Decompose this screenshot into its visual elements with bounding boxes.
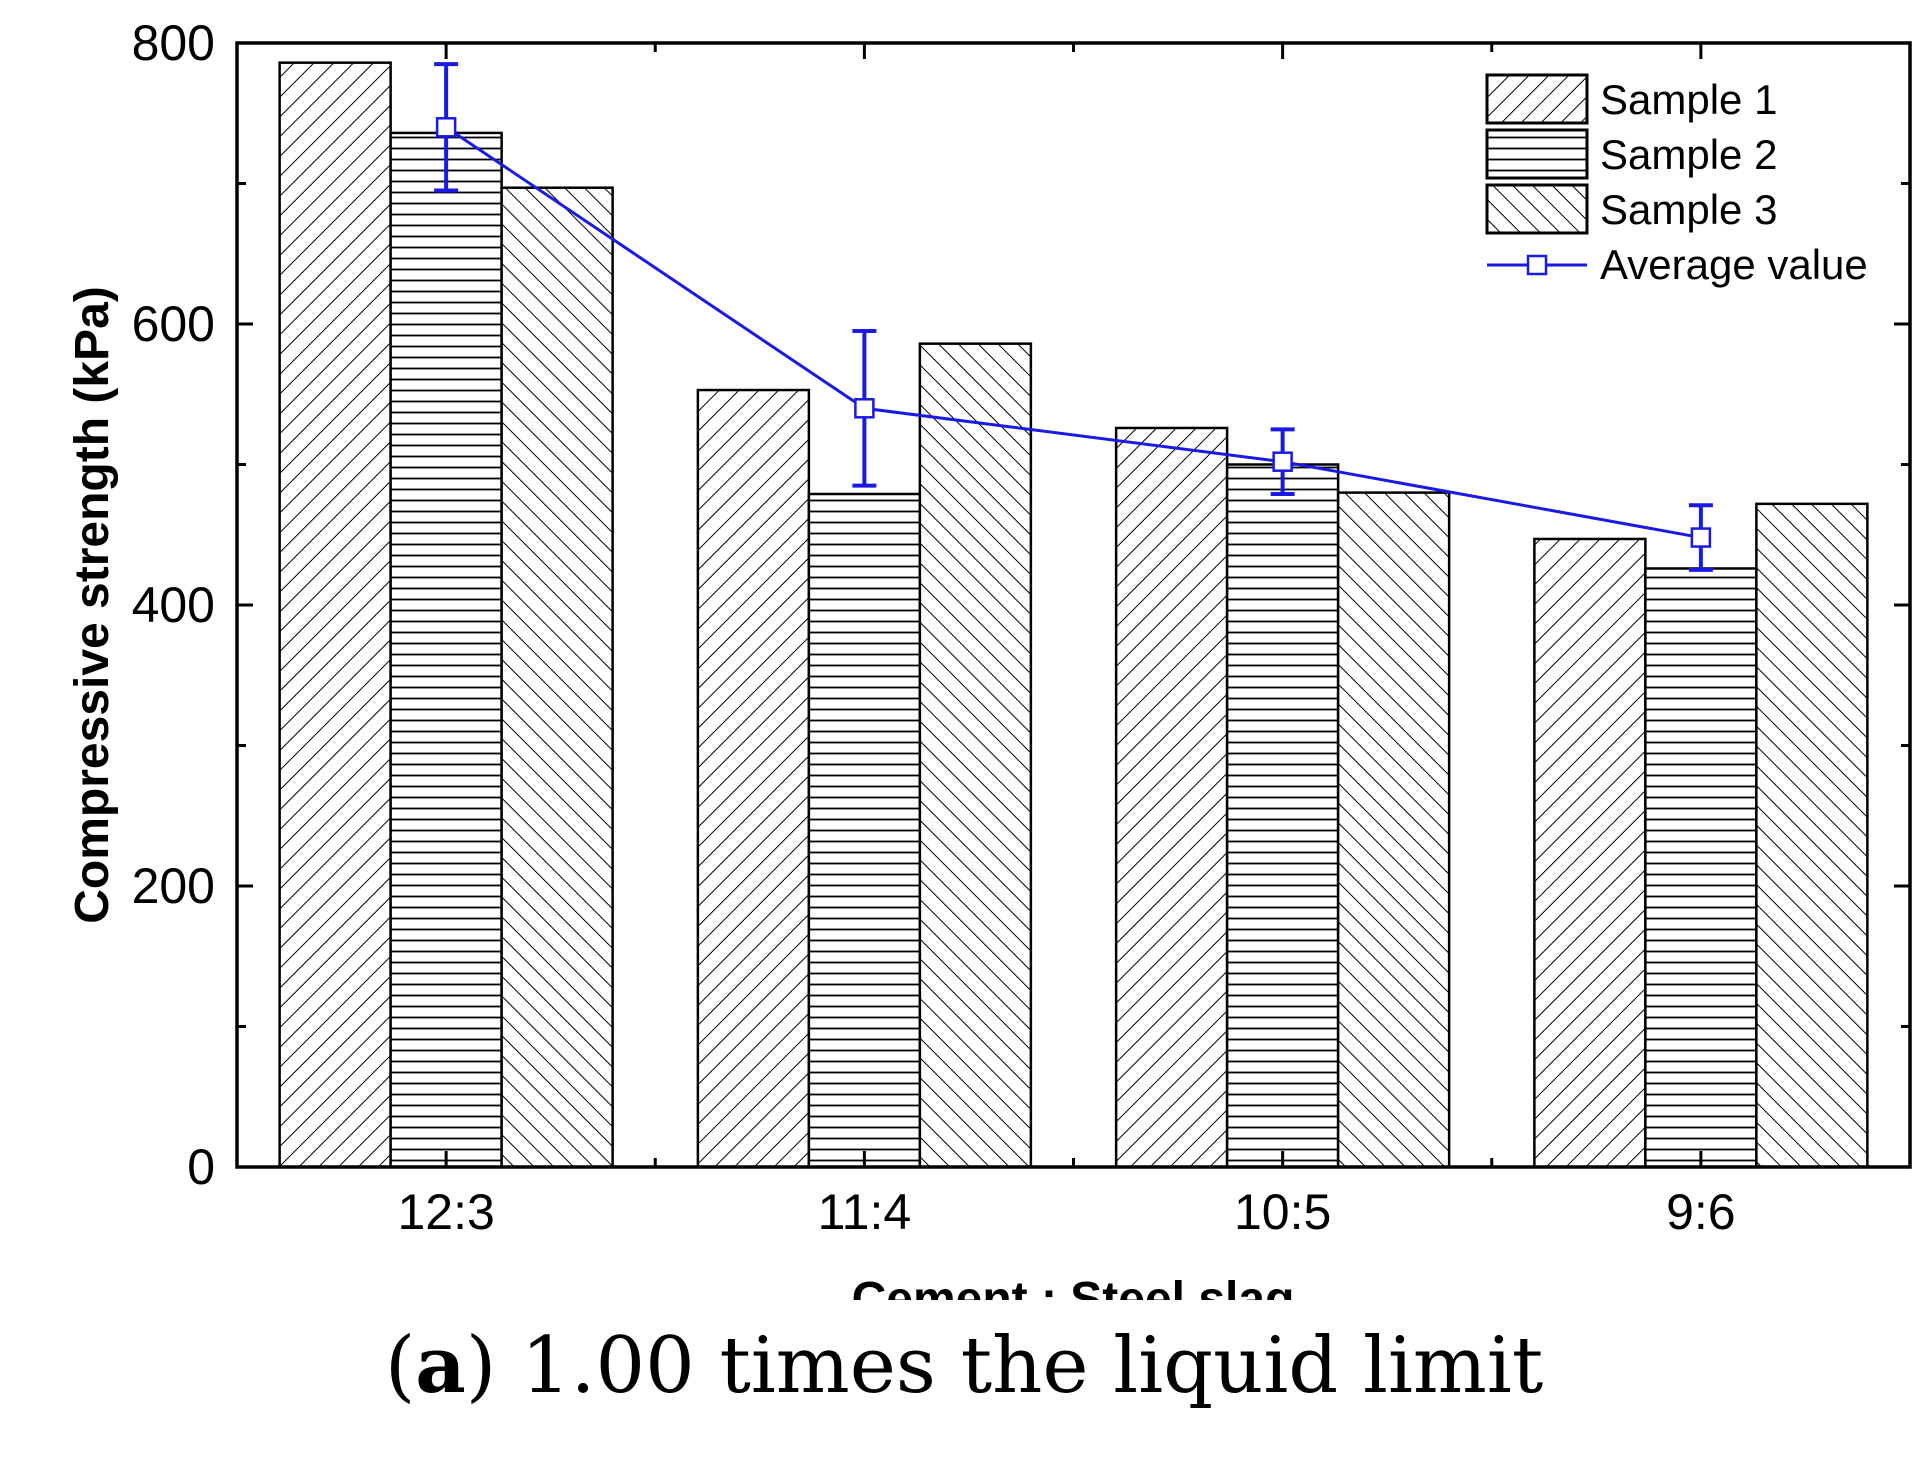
- average-value-line: [445, 126, 1702, 540]
- legend-label-sample-1: Sample 1: [1600, 76, 1777, 123]
- y-tick-label-0: 0: [187, 1139, 215, 1195]
- bar-series-2-12:3: [389, 131, 503, 1169]
- bar-series-2-11:4: [807, 492, 922, 1169]
- caption-text: 1.00 times the liquid limit: [521, 1321, 1544, 1411]
- legend-swatch-sample-3: [1485, 183, 1589, 235]
- bar-series-1-11:4: [696, 388, 811, 1169]
- average-marker-12:3: [435, 117, 457, 138]
- x-tick-label-9:6: 9:6: [1666, 1184, 1736, 1240]
- y-tick-label-400: 400: [132, 577, 215, 633]
- bar-series-3-12:3: [500, 186, 614, 1169]
- legend: Sample 1 Sample 2 Sample 3 Average value: [1485, 73, 1868, 288]
- legend-label-sample-2: Sample 2: [1600, 131, 1777, 178]
- x-tick-label-10:5: 10:5: [1234, 1184, 1331, 1240]
- legend-swatch-sample-2: [1485, 128, 1589, 180]
- average-marker-9:6: [1690, 527, 1712, 548]
- bar-series-2-9:6: [1644, 567, 1758, 1169]
- average-line-layer: [434, 62, 1713, 572]
- bars-layer: [278, 61, 1869, 1169]
- bar-series-1-9:6: [1533, 537, 1647, 1169]
- figure-caption: (a) 1.00 times the liquid limit: [384, 1320, 1544, 1411]
- bar-series-3-11:4: [918, 342, 1033, 1169]
- bar-series-3-10:5: [1336, 491, 1451, 1169]
- average-marker-11:4: [854, 398, 875, 419]
- caption-label: a: [415, 1320, 466, 1411]
- bar-series-1-10:5: [1114, 426, 1229, 1169]
- compressive-strength-chart: 0 200 400 600 800 12:3 11:4 10:5 9:6 Cement : St…: [66, 15, 1912, 1300]
- y-axis-title: Compressive strength (kPa): [66, 286, 119, 924]
- legend-label-sample-3: Sample 3: [1600, 186, 1777, 233]
- bar-series-2-10:5: [1225, 463, 1340, 1169]
- x-tick-label-12:3: 12:3: [397, 1184, 494, 1240]
- y-tick-label-600: 600: [132, 296, 215, 352]
- ticks-layer: 0 200 400 600 800 12:3 11:4 10:5 9:6: [132, 15, 1910, 1240]
- legend-label-average: Average value: [1600, 241, 1868, 288]
- y-tick-label-200: 200: [132, 858, 215, 914]
- y-tick-label-800: 800: [132, 15, 215, 71]
- legend-swatch-sample-1: [1485, 73, 1589, 125]
- average-marker-10:5: [1272, 451, 1293, 472]
- x-tick-label-11:4: 11:4: [818, 1184, 912, 1240]
- bar-series-3-9:6: [1755, 502, 1869, 1169]
- legend-average-marker: [1526, 254, 1548, 276]
- bar-series-1-12:3: [278, 61, 392, 1169]
- x-axis-title: Cement : Steel slag: [852, 1273, 1295, 1300]
